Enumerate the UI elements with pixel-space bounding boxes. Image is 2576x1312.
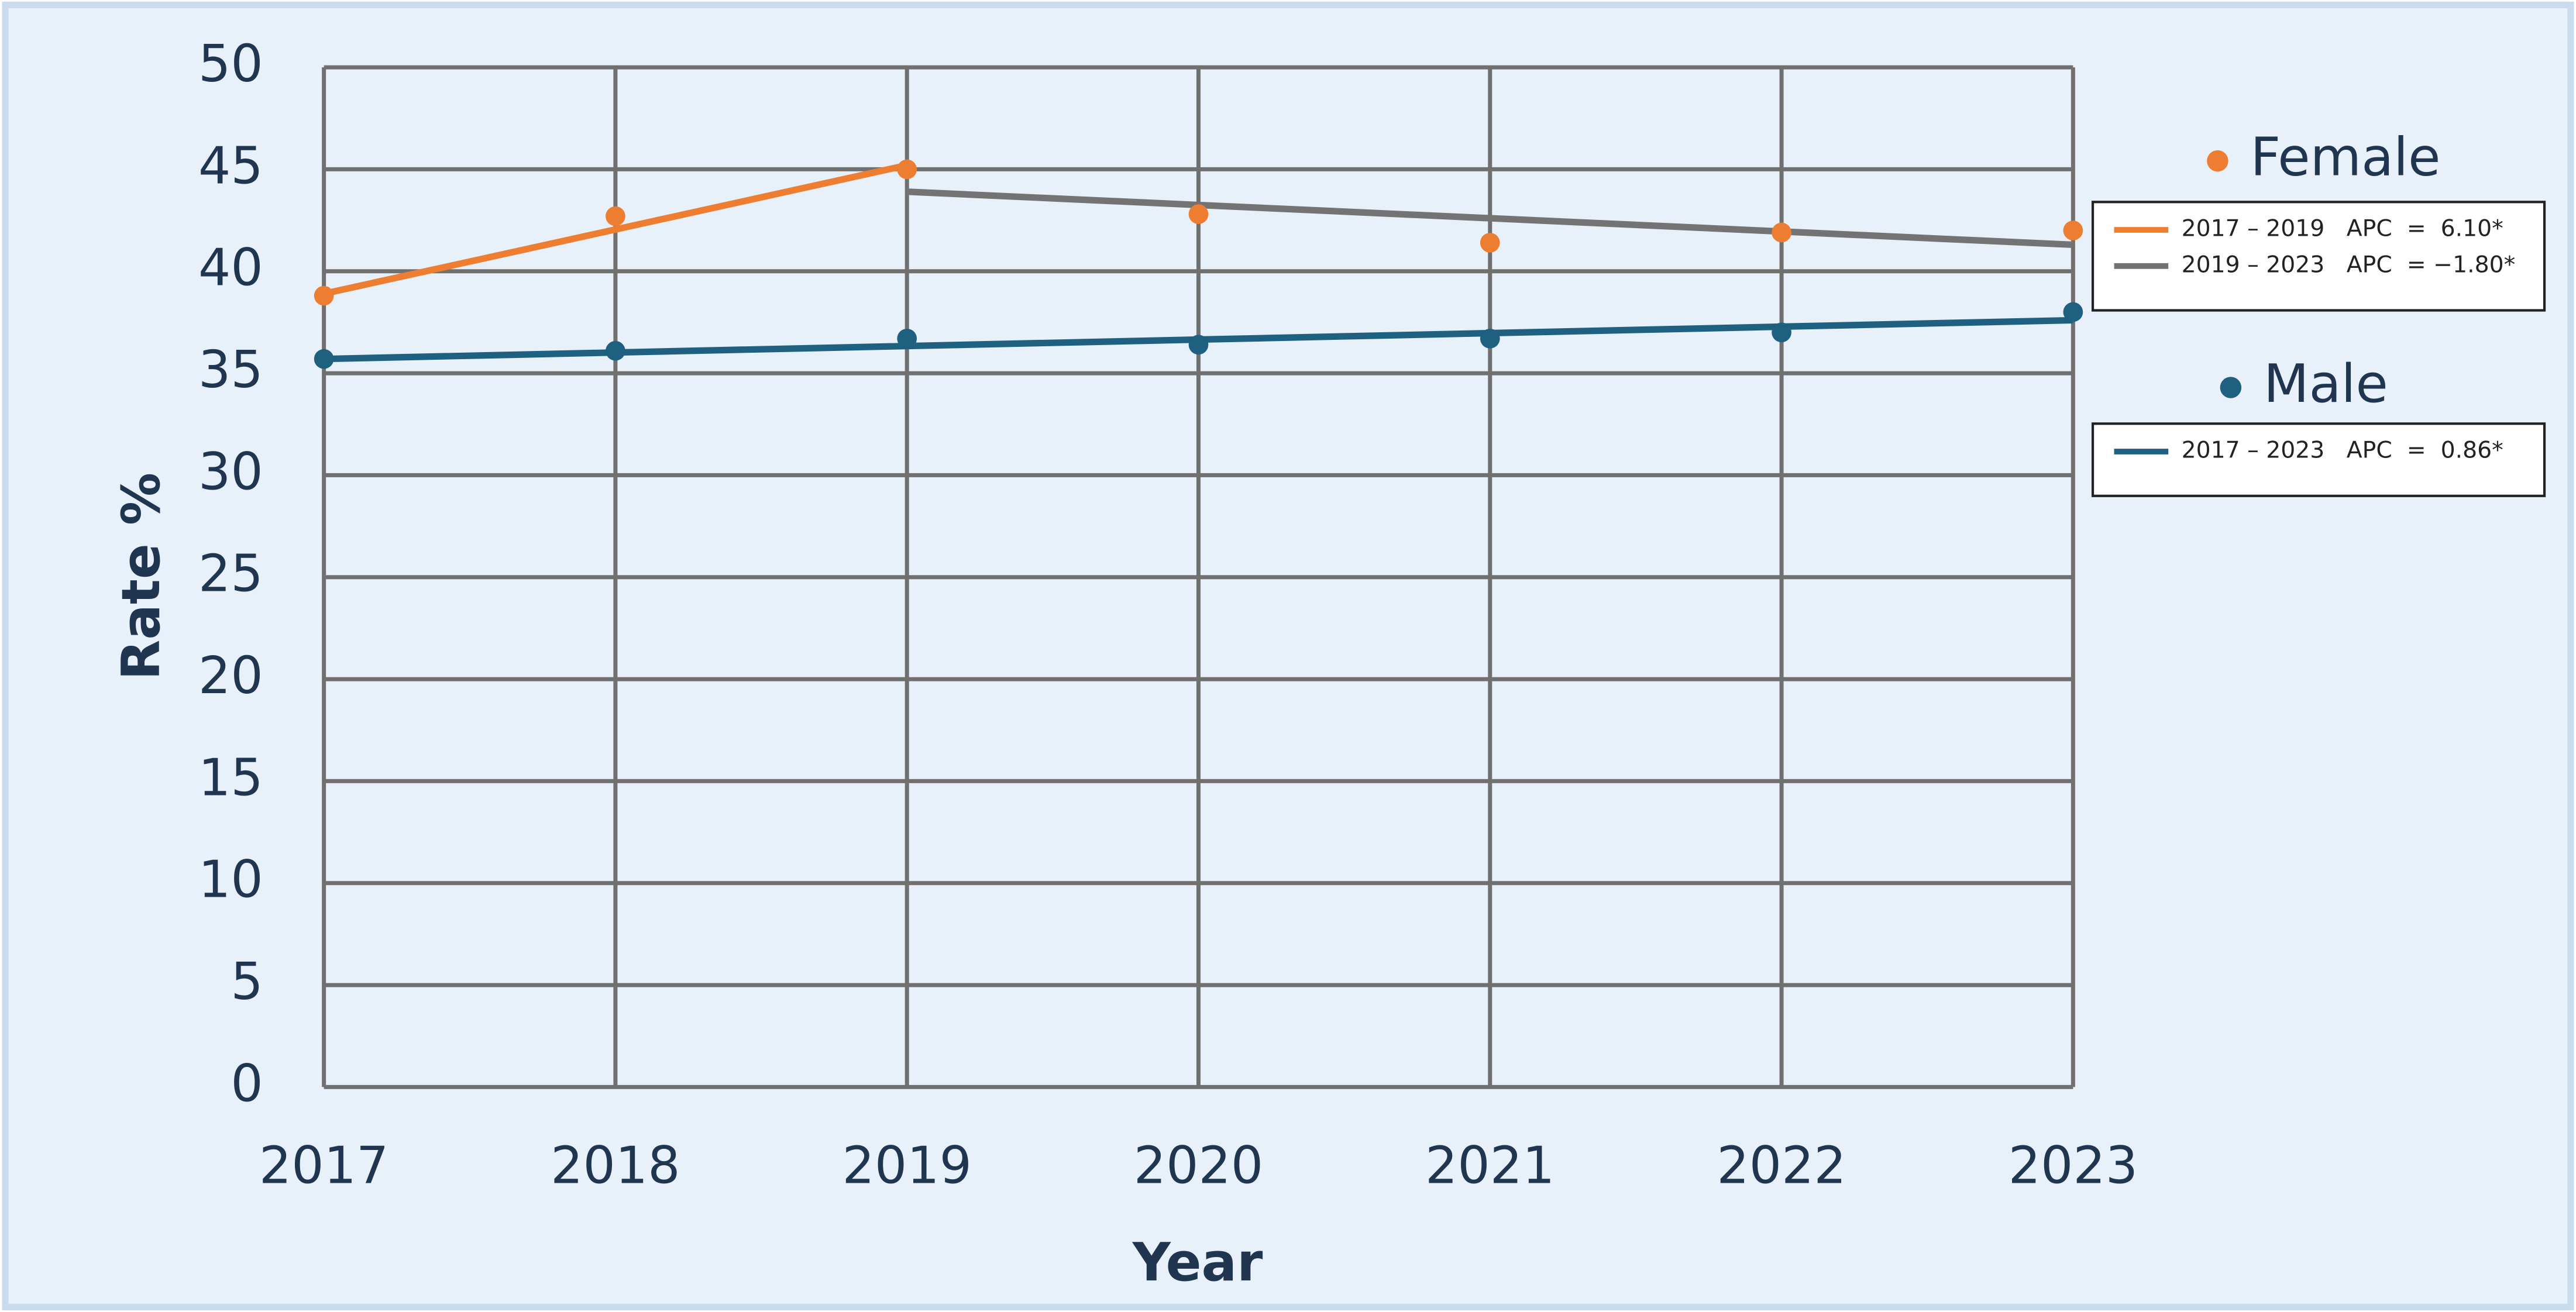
trend-line bbox=[906, 188, 2073, 249]
x-tick-label: 2020 bbox=[1134, 1136, 1263, 1196]
legend-label: Female bbox=[2251, 128, 2441, 188]
data-point bbox=[1772, 322, 1791, 343]
legend-box bbox=[2091, 422, 2546, 497]
data-point bbox=[2063, 221, 2083, 240]
legend-trend-label: 2017 – 2019 APC = 6.10* bbox=[2182, 216, 2503, 242]
data-point bbox=[606, 340, 625, 361]
data-point bbox=[1188, 204, 1209, 224]
legend-trend-label: 2017 – 2023 APC = 0.86* bbox=[2182, 437, 2503, 463]
y-tick-label: 5 bbox=[231, 952, 263, 1011]
data-point bbox=[1188, 335, 1209, 355]
data-point bbox=[1772, 222, 1791, 243]
data-point bbox=[314, 349, 334, 369]
data-point bbox=[1480, 233, 1500, 253]
y-tick-label: 50 bbox=[198, 34, 263, 94]
y-tick-label: 15 bbox=[198, 748, 263, 807]
legend-marker bbox=[2207, 150, 2228, 172]
legend-box bbox=[2091, 201, 2546, 312]
legend-label: Male bbox=[2264, 354, 2388, 415]
y-tick-label: 25 bbox=[198, 544, 263, 604]
data-point bbox=[606, 206, 625, 226]
x-tick-label: 2022 bbox=[1717, 1136, 1846, 1196]
x-axis-title: Year bbox=[1132, 1232, 1263, 1293]
legend-trend-label: 2019 – 2023 APC = −1.80* bbox=[2182, 252, 2516, 278]
y-axis-title: Rate % bbox=[111, 473, 172, 680]
y-tick-label: 40 bbox=[198, 238, 263, 298]
data-point bbox=[897, 159, 917, 180]
x-tick-label: 2017 bbox=[259, 1136, 388, 1196]
data-point bbox=[2063, 302, 2083, 322]
y-tick-label: 45 bbox=[198, 136, 263, 195]
y-tick-label: 35 bbox=[198, 340, 263, 400]
y-tick-label: 0 bbox=[231, 1053, 263, 1113]
y-tick-label: 20 bbox=[198, 646, 263, 705]
x-tick-label: 2019 bbox=[842, 1136, 971, 1196]
data-point bbox=[1480, 328, 1500, 349]
x-tick-label: 2021 bbox=[1425, 1136, 1554, 1196]
x-tick-label: 2018 bbox=[551, 1136, 680, 1196]
legend-marker bbox=[2220, 377, 2242, 398]
data-point bbox=[897, 328, 917, 349]
x-tick-label: 2023 bbox=[2008, 1136, 2138, 1196]
y-tick-label: 30 bbox=[198, 442, 263, 501]
trend-line bbox=[323, 161, 908, 297]
data-point bbox=[314, 285, 334, 306]
y-tick-label: 10 bbox=[198, 850, 263, 910]
